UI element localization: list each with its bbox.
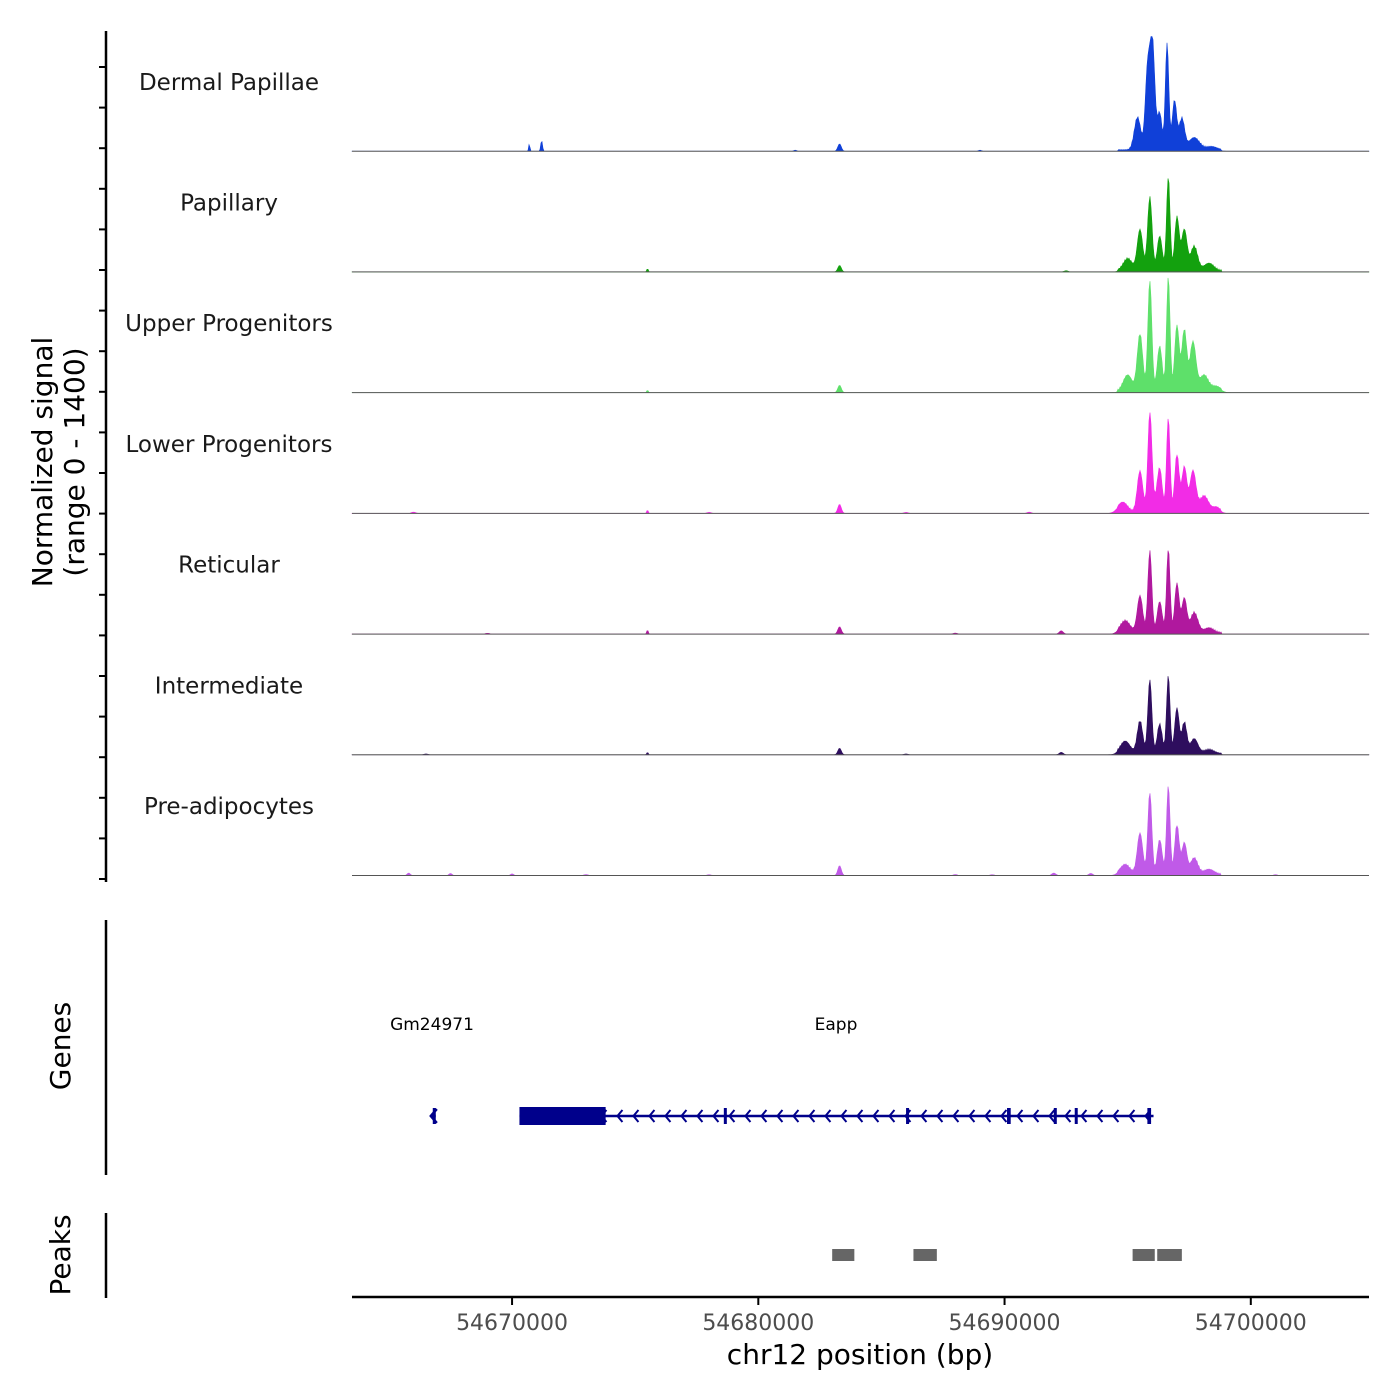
strand-arrow	[1064, 1109, 1072, 1123]
strand-arrow	[824, 1109, 832, 1123]
strand-arrow	[744, 1109, 752, 1123]
x-axis-title: chr12 position (bp)	[727, 1338, 993, 1371]
y-axis-title-line2: (range 0 - 1400)	[58, 347, 91, 576]
strand-arrow	[1032, 1109, 1040, 1123]
track-label: Intermediate	[155, 673, 303, 699]
genes-track-label: Genes	[44, 1002, 77, 1090]
strand-arrow	[616, 1109, 624, 1123]
peak-region	[1132, 1249, 1155, 1261]
strand-arrow	[696, 1109, 704, 1123]
x-tick-label: 54690000	[949, 1311, 1061, 1336]
track-label: Upper Progenitors	[125, 311, 333, 337]
signal-area	[351, 550, 1370, 635]
exon	[906, 1108, 910, 1124]
x-ticks: 54670000 54680000 54690000 54700000	[456, 1297, 1307, 1336]
track-label: Lower Progenitors	[126, 432, 333, 458]
track-pre-adipocytes: Pre-adipocytes	[144, 786, 1369, 876]
track-papillary: Papillary	[180, 178, 1370, 273]
exon	[1147, 1108, 1152, 1124]
exon	[1074, 1108, 1078, 1124]
peaks-track-label: Peaks	[44, 1214, 77, 1295]
x-tick-label: 54700000	[1195, 1311, 1307, 1336]
exon	[723, 1108, 727, 1124]
strand-arrow	[664, 1109, 672, 1123]
y-axis-title-line1: Normalized signal	[26, 337, 59, 588]
signal-axis	[99, 31, 108, 882]
gene-eapp: Eapp	[519, 1015, 1154, 1125]
exon	[1007, 1108, 1011, 1124]
signal-area	[351, 676, 1370, 756]
gene-gm24971: Gm24971	[390, 1015, 474, 1124]
track-label: Papillary	[180, 190, 278, 216]
peak-region	[913, 1249, 937, 1261]
strand-arrow	[808, 1109, 816, 1123]
genes-panel: Genes Gm24971 Eapp	[44, 920, 1154, 1175]
strand-arrow	[936, 1109, 944, 1123]
signal-area	[351, 277, 1370, 393]
strand-arrow	[840, 1109, 848, 1123]
peaks-layer	[832, 1249, 1182, 1261]
peak-region	[832, 1249, 855, 1261]
strand-arrow	[872, 1109, 880, 1123]
strand-arrow	[856, 1109, 864, 1123]
gene-name-label: Eapp	[815, 1015, 858, 1035]
track-intermediate: Intermediate	[155, 673, 1370, 756]
peaks-panel: Peaks	[44, 1213, 1182, 1298]
strand-arrow	[680, 1109, 688, 1123]
strand-arrow	[760, 1109, 768, 1123]
x-tick-label: 54680000	[702, 1311, 814, 1336]
strand-arrow	[712, 1109, 720, 1123]
signal-tracks: Dermal Papillae Papillary Upper Progenitor…	[125, 36, 1370, 876]
strand-arrow	[1048, 1109, 1056, 1123]
y-axis-title: Normalized signal (range 0 - 1400)	[26, 337, 91, 588]
x-tick-label: 54670000	[456, 1311, 568, 1336]
strand-arrow	[776, 1109, 784, 1123]
strand-arrow	[1000, 1109, 1008, 1123]
gene-name-label: Gm24971	[390, 1015, 474, 1035]
strand-arrow	[1128, 1109, 1136, 1123]
strand-arrow	[888, 1109, 896, 1123]
track-dermal-papillae: Dermal Papillae	[139, 36, 1370, 152]
strand-arrow	[728, 1109, 736, 1123]
strand-arrow	[632, 1109, 640, 1123]
track-label: Reticular	[178, 553, 280, 579]
signal-area	[351, 36, 1370, 152]
signal-area	[351, 412, 1370, 514]
strand-arrow	[1016, 1109, 1024, 1123]
strand-arrow	[648, 1109, 656, 1123]
genes-layer: Gm24971 Eapp	[390, 1015, 1154, 1125]
track-label: Dermal Papillae	[139, 70, 319, 96]
track-label: Pre-adipocytes	[144, 794, 314, 820]
exon	[519, 1107, 606, 1125]
strand-arrow	[1096, 1109, 1104, 1123]
signal-area	[351, 178, 1370, 273]
signal-area	[352, 786, 1369, 876]
exon	[1053, 1108, 1057, 1124]
track-lower-progenitors: Lower Progenitors	[126, 412, 1370, 514]
strand-arrow	[792, 1109, 800, 1123]
strand-arrow	[984, 1109, 992, 1123]
strand-arrow	[1112, 1109, 1120, 1123]
track-upper-progenitors: Upper Progenitors	[125, 277, 1370, 394]
x-axis: 54670000 54680000 54690000 54700000 chr12 p…	[352, 1295, 1369, 1371]
exon	[432, 1108, 436, 1124]
strand-arrow	[952, 1109, 960, 1123]
strand-arrow	[920, 1109, 928, 1123]
peak-region	[1157, 1249, 1182, 1261]
track-reticular: Reticular	[178, 550, 1370, 635]
strand-arrow	[968, 1109, 976, 1123]
strand-arrow	[1080, 1109, 1088, 1123]
